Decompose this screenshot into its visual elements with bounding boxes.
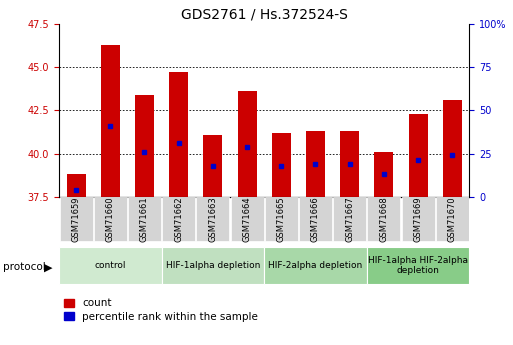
Text: GSM71669: GSM71669 xyxy=(413,196,423,242)
Text: GSM71664: GSM71664 xyxy=(243,196,251,242)
Bar xyxy=(204,135,222,197)
Bar xyxy=(306,131,325,197)
FancyBboxPatch shape xyxy=(60,197,92,241)
FancyBboxPatch shape xyxy=(162,247,264,284)
Text: GSM71662: GSM71662 xyxy=(174,196,183,242)
Bar xyxy=(340,131,359,197)
Text: GSM71670: GSM71670 xyxy=(448,196,457,242)
FancyBboxPatch shape xyxy=(264,247,367,284)
Text: HIF-2alpha depletion: HIF-2alpha depletion xyxy=(268,261,363,270)
Bar xyxy=(238,91,256,197)
Bar xyxy=(443,100,462,197)
FancyBboxPatch shape xyxy=(299,197,332,241)
Text: GSM71668: GSM71668 xyxy=(380,196,388,242)
Bar xyxy=(169,72,188,197)
FancyBboxPatch shape xyxy=(162,197,195,241)
FancyBboxPatch shape xyxy=(367,247,469,284)
FancyBboxPatch shape xyxy=(333,197,366,241)
Bar xyxy=(374,152,393,197)
Bar xyxy=(272,133,291,197)
Text: GSM71666: GSM71666 xyxy=(311,196,320,242)
Legend: count, percentile rank within the sample: count, percentile rank within the sample xyxy=(64,298,258,322)
FancyBboxPatch shape xyxy=(94,197,127,241)
FancyBboxPatch shape xyxy=(128,197,161,241)
Bar xyxy=(135,95,154,197)
Text: GSM71659: GSM71659 xyxy=(72,196,81,242)
FancyBboxPatch shape xyxy=(265,197,298,241)
Text: control: control xyxy=(94,261,126,270)
Text: HIF-1alpha depletion: HIF-1alpha depletion xyxy=(166,261,260,270)
Text: GSM71661: GSM71661 xyxy=(140,196,149,242)
Text: GSM71660: GSM71660 xyxy=(106,196,115,242)
Bar xyxy=(409,114,427,197)
Text: ▶: ▶ xyxy=(44,263,53,272)
FancyBboxPatch shape xyxy=(402,197,435,241)
FancyBboxPatch shape xyxy=(367,197,400,241)
Text: GSM71665: GSM71665 xyxy=(277,196,286,242)
FancyBboxPatch shape xyxy=(59,247,162,284)
Text: GSM71667: GSM71667 xyxy=(345,196,354,242)
FancyBboxPatch shape xyxy=(196,197,229,241)
FancyBboxPatch shape xyxy=(231,197,264,241)
Bar xyxy=(101,45,120,197)
Text: GSM71663: GSM71663 xyxy=(208,196,218,242)
Text: protocol: protocol xyxy=(3,263,45,272)
Text: HIF-1alpha HIF-2alpha
depletion: HIF-1alpha HIF-2alpha depletion xyxy=(368,256,468,275)
Title: GDS2761 / Hs.372524-S: GDS2761 / Hs.372524-S xyxy=(181,8,348,22)
FancyBboxPatch shape xyxy=(436,197,469,241)
Bar xyxy=(67,174,86,197)
